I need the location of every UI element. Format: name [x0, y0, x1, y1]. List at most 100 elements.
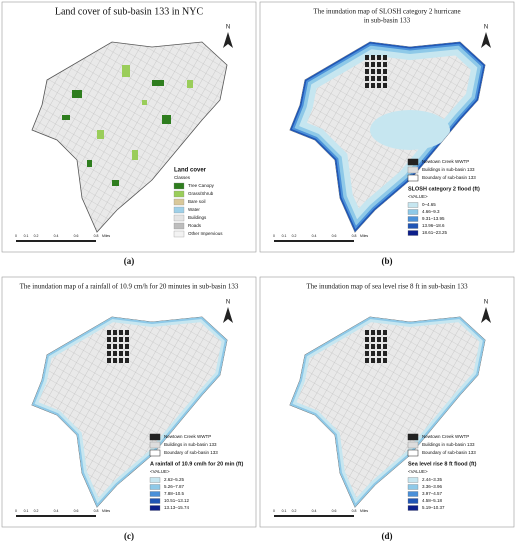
scale-label: Miles — [360, 234, 368, 238]
wwtp-building — [113, 330, 117, 335]
panel: The inundation map of sea level rise 8 f… — [259, 276, 515, 541]
legend-swatch — [173, 214, 185, 222]
legend-swatch — [173, 198, 185, 206]
legend-label: Boundary of sub-basin 133 — [422, 175, 476, 180]
legend-label: 2.44–3.35 — [422, 477, 443, 482]
wwtp-building — [371, 69, 375, 74]
legend-label: 3.36–3.96 — [422, 484, 443, 489]
north-label: N — [226, 25, 230, 31]
wwtp-building — [377, 337, 381, 342]
land-patch — [142, 100, 147, 105]
caption: (a) — [124, 256, 135, 266]
legend-subtitle: <VALUE> — [408, 469, 428, 474]
wwtp-building — [377, 55, 381, 60]
legend-title: Sea level rise 8 ft flood (ft) — [408, 461, 477, 467]
scale-label: Miles — [102, 509, 110, 513]
scale-bar — [16, 515, 96, 517]
legend-label: 2.62–5.25 — [164, 477, 185, 482]
scale-label: 0.4 — [54, 509, 59, 513]
wwtp-building — [125, 351, 129, 356]
legend-swatch — [407, 230, 419, 236]
wwtp-building — [383, 69, 387, 74]
legend-label: 5.19–10.37 — [422, 505, 445, 510]
scale-label: 0.2 — [34, 509, 39, 513]
scale-label: 0 — [273, 509, 275, 513]
land-patch — [152, 80, 164, 86]
legend-swatch — [407, 202, 419, 208]
legend-label: Buildings — [188, 215, 207, 220]
scale-label: Miles — [102, 234, 110, 238]
legend-swatch — [173, 182, 185, 190]
scale-label: 0.4 — [312, 234, 317, 238]
wwtp-building — [371, 337, 375, 342]
legend-label: 18.61–23.25 — [422, 230, 448, 235]
scale-label: 0 — [273, 234, 275, 238]
wwtp-building — [107, 330, 111, 335]
wwtp-building — [365, 62, 369, 67]
panel-title: The inundation map of SLOSH category 2 h… — [313, 8, 460, 16]
panel: The inundation map of SLOSH category 2 h… — [259, 1, 515, 266]
scale-label: Miles — [360, 509, 368, 513]
legend-title: Land cover — [174, 168, 207, 174]
legend-swatch — [149, 477, 161, 483]
legend-swatch — [407, 505, 419, 511]
wwtp-building — [365, 344, 369, 349]
legend-swatch — [149, 441, 161, 449]
legend-swatch — [407, 491, 419, 497]
caption: (d) — [382, 531, 393, 541]
land-patch — [132, 150, 138, 160]
legend-swatch — [407, 223, 419, 229]
wwtp-building — [125, 337, 129, 342]
legend-label: Newtown Creek WWTP — [164, 434, 211, 439]
legend-label: Newtown Creek WWTP — [422, 159, 469, 164]
wwtp-building — [119, 351, 123, 356]
wwtp-building — [107, 337, 111, 342]
wwtp-building — [113, 344, 117, 349]
wwtp-building — [383, 330, 387, 335]
wwtp-building — [365, 351, 369, 356]
legend-label: 13.96–18.6 — [422, 223, 445, 228]
north-arrow — [481, 307, 491, 323]
scale-bar — [274, 515, 354, 517]
wwtp-building — [383, 358, 387, 363]
wwtp-building — [107, 358, 111, 363]
caption: (c) — [124, 531, 134, 541]
wwtp-building — [371, 55, 375, 60]
map — [289, 41, 486, 233]
legend-swatch — [407, 216, 419, 222]
legend-subtitle: <VALUE> — [408, 194, 428, 199]
legend-label: 7.88–10.5 — [164, 491, 185, 496]
wwtp-building — [383, 83, 387, 88]
scale-label: 0.1 — [24, 234, 29, 238]
north-label: N — [484, 300, 488, 306]
wwtp-building — [371, 358, 375, 363]
wwtp-building — [371, 351, 375, 356]
wwtp-building — [119, 344, 123, 349]
north-arrow — [481, 32, 491, 48]
scale-label: 0 — [15, 509, 17, 513]
wwtp-building — [371, 62, 375, 67]
legend-label: Buildings in sub-basin 133 — [422, 167, 475, 172]
wwtp-building — [365, 358, 369, 363]
land-patch — [72, 90, 82, 98]
legend-swatch — [149, 491, 161, 497]
land-patch — [112, 180, 119, 186]
wwtp-building — [383, 62, 387, 67]
legend-subtitle: <VALUE> — [150, 469, 170, 474]
panel: Land cover of sub-basin 133 in NYC N 0 0.1 0… — [1, 1, 257, 266]
caption: (b) — [382, 256, 393, 266]
wwtp-building — [365, 76, 369, 81]
legend-swatch — [407, 477, 419, 483]
wwtp-building — [107, 351, 111, 356]
wwtp-building — [125, 330, 129, 335]
legend-swatch — [173, 206, 185, 214]
legend-swatch — [149, 498, 161, 504]
legend-swatch — [407, 209, 419, 215]
legend-swatch — [149, 433, 161, 441]
legend-swatch — [173, 222, 185, 230]
scale-label: 0.8 — [94, 509, 99, 513]
legend-label: Buildings in sub-basin 133 — [422, 442, 475, 447]
wwtp-building — [365, 337, 369, 342]
legend-swatch — [407, 449, 419, 457]
land-patch — [62, 115, 70, 120]
